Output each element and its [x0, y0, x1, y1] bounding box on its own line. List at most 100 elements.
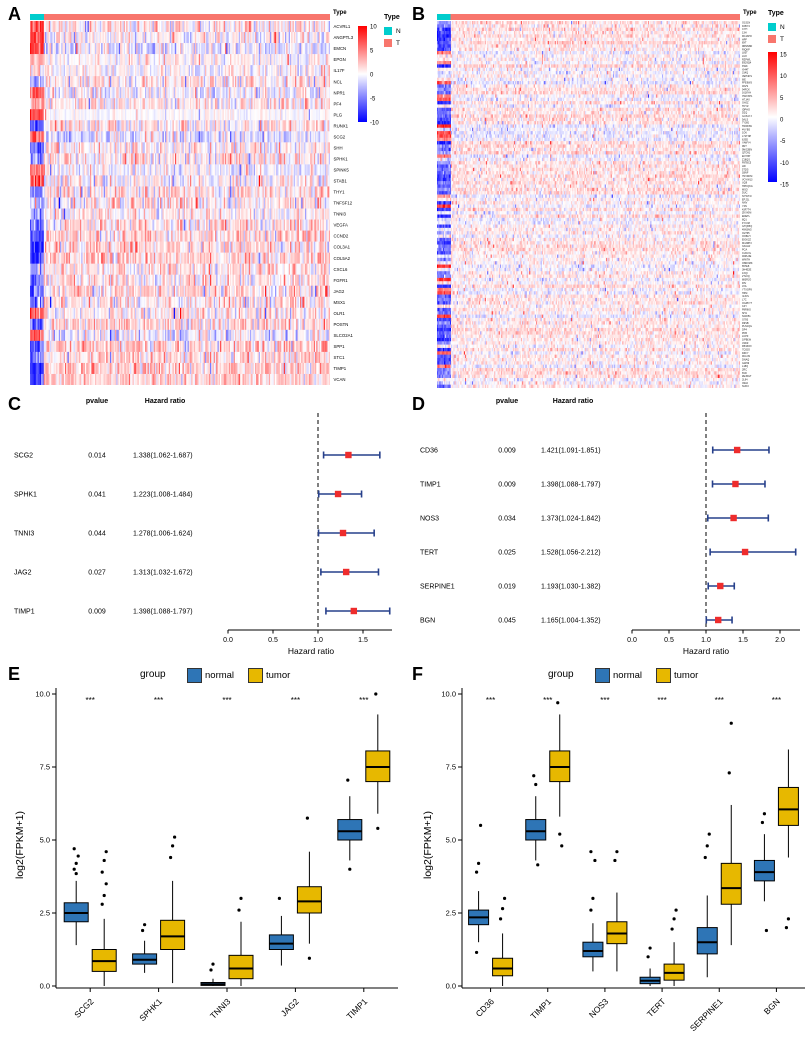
- y-tick-label: 0.0: [40, 982, 50, 991]
- heatmap-b-row-label: GHJZ: [742, 102, 749, 105]
- heatmap-b-row-label: H7JAX: [742, 98, 750, 101]
- forest-c-header-hr: Hazard ratio: [144, 398, 186, 405]
- heatmap-b-row-label: 46RUJE: [742, 255, 752, 258]
- forest-hr-point: [334, 490, 342, 498]
- heatmap-a-gene-label: FGFR1: [334, 278, 349, 283]
- heatmap-b-row-label: D9SB: [742, 322, 749, 325]
- x-tick-label: TNNI3: [208, 996, 233, 1021]
- x-tick-label: TIMP1: [344, 996, 369, 1021]
- heatmap-b-row-label: O8DVMK: [742, 262, 753, 265]
- heatmap-a-gene-label: MSX1: [334, 300, 346, 305]
- heatmap-b-legend-n-label: N: [780, 24, 785, 31]
- forest-pvalue: 0.027: [88, 570, 106, 577]
- heatmap-b-row-label: 5T2I5: [742, 168, 749, 171]
- heatmap-a-gene-label: THY1: [334, 190, 346, 195]
- outlier-dot: [307, 956, 311, 960]
- colorbar-tick-label: 10: [780, 74, 787, 80]
- heatmap-b-row-label: 9RMS8D: [742, 45, 752, 48]
- outlier-dot: [169, 855, 173, 860]
- forest-pvalue: 0.041: [88, 492, 106, 499]
- outlier-dot: [100, 870, 104, 874]
- heatmap-a-gene-label: SPHK1: [334, 156, 349, 161]
- heatmap-a-colorbar: [358, 26, 367, 122]
- heatmap-a-gene-label: SHH: [334, 145, 343, 150]
- box-f-legend-title: group: [548, 669, 574, 680]
- forest-gene-label: TIMP1: [420, 482, 441, 489]
- outlier-dot: [100, 902, 104, 906]
- heatmap-b-row-label: M4JRP3: [742, 242, 752, 245]
- box-tumor: [160, 919, 186, 950]
- box-normal: [753, 859, 775, 882]
- heatmap-a-type-bar: [30, 14, 330, 20]
- heatmap-b-row-label: L7C: [742, 298, 747, 301]
- forest-pvalue: 0.009: [498, 482, 516, 489]
- heatmap-b-row-label: O1S1N: [742, 22, 750, 25]
- heatmap-b-row-label: 1618YH: [742, 92, 751, 95]
- heatmap-b-row-label: R53ZOX: [742, 345, 752, 348]
- outlier-dot: [502, 896, 507, 901]
- outlier-dot: [707, 832, 711, 836]
- x-tick-label: TERT: [645, 996, 668, 1019]
- outlier-dot: [72, 847, 76, 851]
- x-tick-label: SPHK1: [137, 996, 164, 1023]
- box-e-legend-normal-label: normal: [205, 670, 235, 681]
- outlier-dot: [305, 816, 309, 820]
- outlier-dot: [760, 820, 765, 825]
- forest-axis-tick-label: 1.5: [358, 637, 368, 644]
- forest-pvalue: 0.019: [498, 584, 516, 591]
- heatmap-b-row-label: 8JSD: [742, 138, 748, 141]
- heatmap-b-row-label: V2DZ: [742, 342, 749, 345]
- outlier-dot: [239, 896, 243, 901]
- heatmap-b-row-label: 4VYBS: [742, 128, 750, 131]
- heatmap-b-row-label: E929Q4: [742, 62, 752, 65]
- x-tick-label: SCG2: [72, 996, 96, 1020]
- box-normal: [525, 819, 547, 841]
- heatmap-b: [437, 21, 740, 388]
- colorbar-tick-label: 5: [370, 49, 374, 55]
- heatmap-b-row-label: 8Q1: [742, 218, 747, 221]
- forest-hr-text: 1.373(1.024-1.842): [541, 516, 601, 523]
- y-tick-label: 10.0: [35, 690, 50, 699]
- outlier-dot: [76, 854, 80, 858]
- forest-hr-point: [741, 548, 749, 556]
- heatmap-b-row-label: PLNJQG: [742, 325, 752, 328]
- forest-gene-label: JAG2: [14, 570, 32, 577]
- outlier-dot: [560, 844, 564, 848]
- outlier-dot: [346, 778, 350, 782]
- forest-pvalue: 0.014: [88, 453, 106, 460]
- heatmap-a-gene-label: EPGN: [334, 57, 346, 62]
- heatmap-b-row-label: TRWNW: [742, 125, 752, 128]
- heatmap-b-row-label: H3M: [742, 292, 747, 295]
- significance-stars: ***: [154, 696, 163, 705]
- heatmap-b-row-label: WWTH: [742, 258, 750, 261]
- outlier-dot: [615, 850, 619, 854]
- heatmap-b-row-label: CYH: [742, 28, 747, 31]
- heatmap-a-legend-n-label: N: [396, 28, 401, 35]
- heatmap-b-row-label: F87BC5: [742, 162, 752, 165]
- forest-hr-text: 1.223(1.008-1.484): [133, 492, 193, 499]
- heatmap-b-row-label: 6IE: [742, 78, 746, 81]
- heatmap-a-gene-label: PF4: [334, 101, 342, 106]
- heatmap-b-legend-t-label: T: [780, 36, 784, 43]
- box-f-legend-normal-label: normal: [613, 670, 643, 681]
- heatmap-b-row-label: 657E8: [742, 265, 750, 268]
- outlier-dot: [593, 858, 597, 863]
- forest-gene-label: CD36: [420, 448, 438, 455]
- heatmap-b-row-label: ZKXXIM: [742, 212, 751, 215]
- heatmap-a-gene-label: RUNX1: [334, 123, 349, 128]
- outlier-dot: [703, 855, 707, 860]
- heatmap-b-row-label: VEH4KS: [742, 75, 752, 78]
- heatmap-b-row-label: Y4N: [742, 205, 747, 208]
- heatmap-b-row-label: LRI: [742, 165, 746, 168]
- heatmap-b-row-label: 3H4E2E: [742, 268, 752, 271]
- heatmap-b-row-label: IDPHO: [742, 108, 750, 111]
- forest-hr-point: [715, 616, 722, 624]
- forest-gene-label: SCG2: [14, 453, 33, 460]
- heatmap-b-row-label: 7NVDFM: [742, 175, 752, 178]
- heatmap-b-row-label: LU8: [742, 55, 747, 58]
- forest-hr-point: [345, 451, 352, 459]
- heatmap-b-row-label: 9NT: [742, 145, 747, 148]
- box-f-legend-tumor-label: tumor: [674, 670, 699, 681]
- heatmap-b-legend-title: Type: [768, 10, 784, 17]
- heatmap-a-gene-label: NPR1: [334, 90, 346, 95]
